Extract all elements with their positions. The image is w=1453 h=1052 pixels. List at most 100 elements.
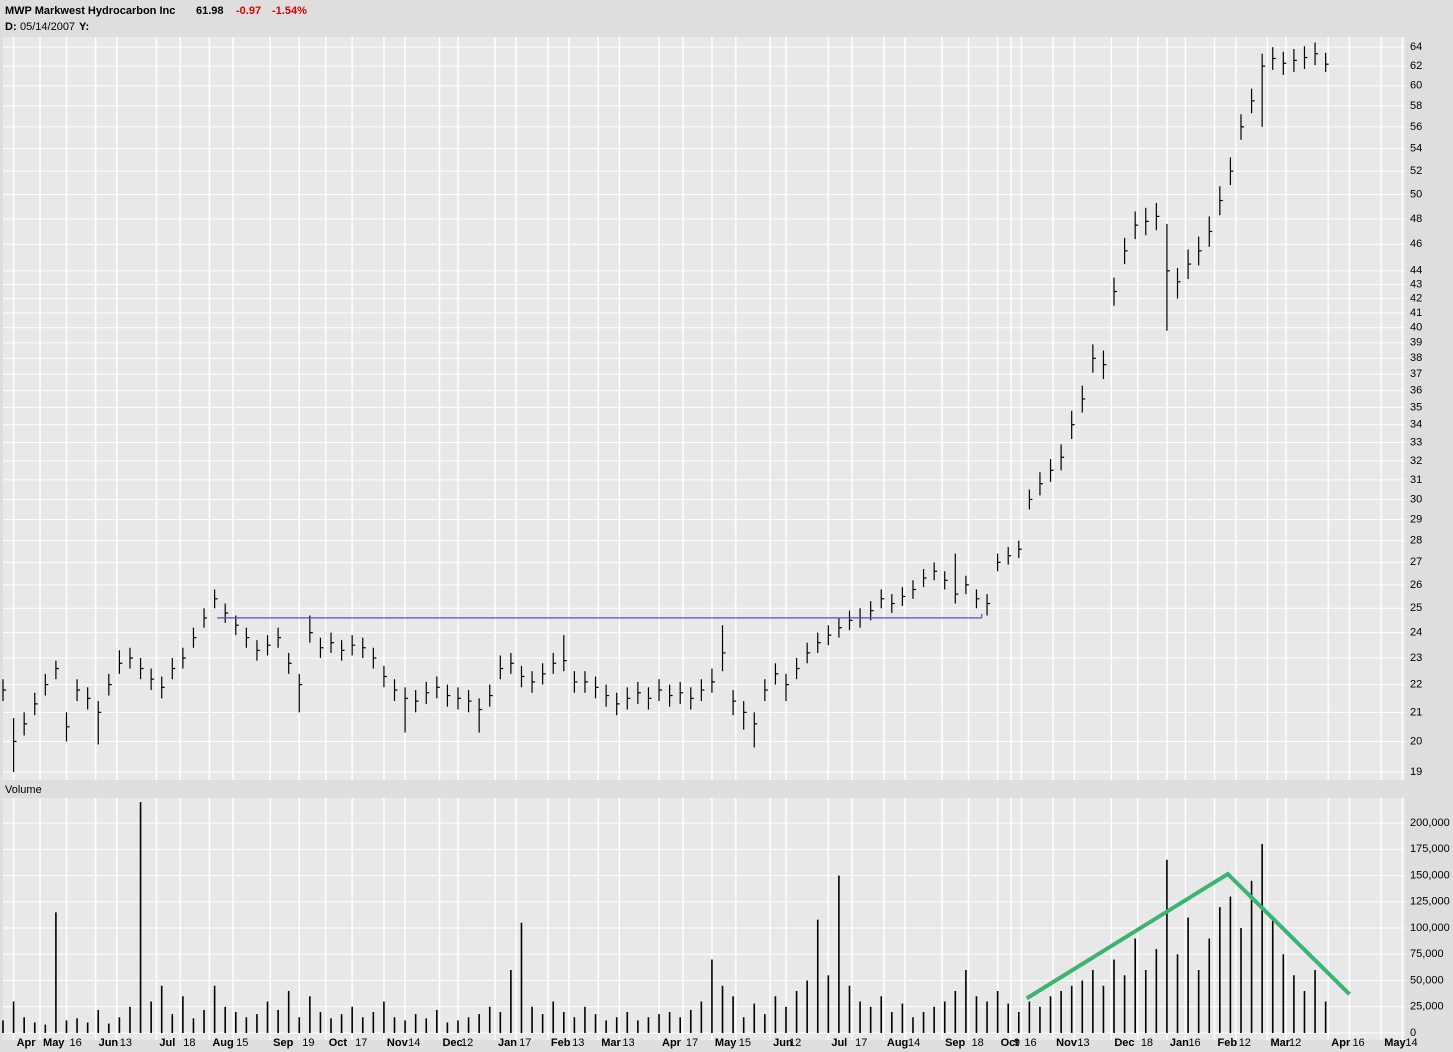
volume-bar [891,1012,893,1033]
volume-bar [182,996,184,1033]
volume-bar [647,1017,650,1033]
volume-bar [1144,970,1147,1033]
volume-bar [1282,954,1285,1033]
x-tick-label: Jul [831,1037,847,1049]
x-tick-label: 16 [1188,1037,1200,1049]
volume-bar [774,996,777,1033]
x-tick-label: 17 [355,1037,367,1049]
y-tick-label: 37 [1410,368,1422,380]
x-tick-label: Apr [1331,1037,1351,1049]
volume-bar [1197,970,1200,1033]
x-tick-label: 14 [1405,1037,1417,1049]
volume-bar [689,1009,692,1033]
volume-bar [55,912,57,1033]
y-tick-label: 21 [1410,706,1422,718]
y-tick-label: 56 [1410,121,1422,133]
volume-bar [1314,970,1316,1033]
volume-bar [764,1014,766,1033]
volume-bar [129,1006,131,1033]
x-tick-label: Jan [1170,1037,1189,1049]
x-tick-label: 13 [622,1037,634,1049]
volume-bar [520,922,523,1033]
volume-bar [76,1018,78,1033]
y-tick-label: 60 [1410,80,1422,92]
x-tick-label: 12 [461,1037,473,1049]
y-tick-label: 44 [1410,265,1422,277]
trend-line [1025,871,1351,1001]
volume-bar [1324,1001,1327,1033]
volume-bar [1208,938,1211,1033]
volume-bar [298,1017,301,1033]
volume-bar [234,1012,237,1033]
volume-bar [732,996,734,1033]
volume-bar [309,996,311,1033]
volume-bar [1070,985,1073,1033]
volume-bar [1134,938,1136,1033]
y-tick-label: 25 [1410,602,1422,614]
x-tick-label: Oct [329,1037,348,1049]
volume-bar [1293,975,1295,1033]
volume-bar [1092,970,1094,1033]
volume-bar [1271,917,1274,1033]
volume-bar [912,1017,914,1033]
volume-bar [975,996,978,1033]
volume-bar [637,1020,639,1033]
volume-bar [859,1001,861,1033]
x-tick-label: 19 [302,1037,314,1049]
volume-bar [869,1006,872,1033]
volume-bar [213,985,216,1033]
volume-bar [1039,1006,1041,1033]
volume-bar [65,1020,68,1033]
y-tick-label: 41 [1410,307,1422,319]
x-tick-label: Feb [551,1037,571,1049]
volume-bar [552,1001,555,1033]
x-tick-label: Dec [1114,1037,1134,1049]
x-tick-label: 14 [908,1037,920,1049]
volume-bar [584,1006,586,1033]
y-tick-label: 31 [1410,474,1422,486]
y-tick-label: 64 [1410,41,1422,53]
x-tick-label: 12 [1289,1037,1301,1049]
volume-bar [1007,1003,1010,1033]
x-tick-label: Aug [212,1037,233,1049]
y-tick-label: 50 [1410,188,1422,200]
x-tick-label: Jan [498,1037,517,1049]
volume-bar [23,1017,25,1033]
volume-bar [943,1001,946,1033]
volume-bar [171,1014,174,1033]
x-tick-label: 17 [855,1037,867,1049]
volume-bar [277,1009,279,1033]
volume-bar [838,875,840,1033]
x-tick-label: Dec [442,1037,462,1049]
volume-bar [436,1009,438,1033]
volume-panel [3,798,1405,1040]
volume-bar [457,1020,459,1033]
volume-bar [467,1017,470,1033]
volume-bar [1176,954,1179,1033]
volume-bar [668,1012,671,1033]
volume-bar [361,1017,364,1033]
y-tick-label: 22 [1410,678,1422,690]
x-tick-label: 12 [789,1037,801,1049]
y-tick-label: 54 [1410,142,1422,154]
x-tick-label: 9 [1014,1037,1020,1049]
volume-bar [711,959,713,1033]
volume-bar [1102,985,1105,1033]
volume-bar [1261,844,1263,1033]
volume-bar [510,970,512,1033]
volume-bar [901,1003,904,1033]
volume-bar [1303,991,1306,1033]
x-tick-label: 14 [408,1037,420,1049]
y-tick-label: 28 [1410,535,1422,547]
volume-bar [393,1017,396,1033]
y-tick-label: 46 [1410,238,1422,250]
volume-bar [108,1023,110,1033]
volume-bar [721,985,724,1033]
volume-bar [2,1020,4,1033]
volume-bar [795,991,798,1033]
y-tick-label: 42 [1410,293,1422,305]
volume-bar [1219,907,1221,1033]
volume-bar [626,1012,629,1033]
y-tick-label: 52 [1410,165,1422,177]
